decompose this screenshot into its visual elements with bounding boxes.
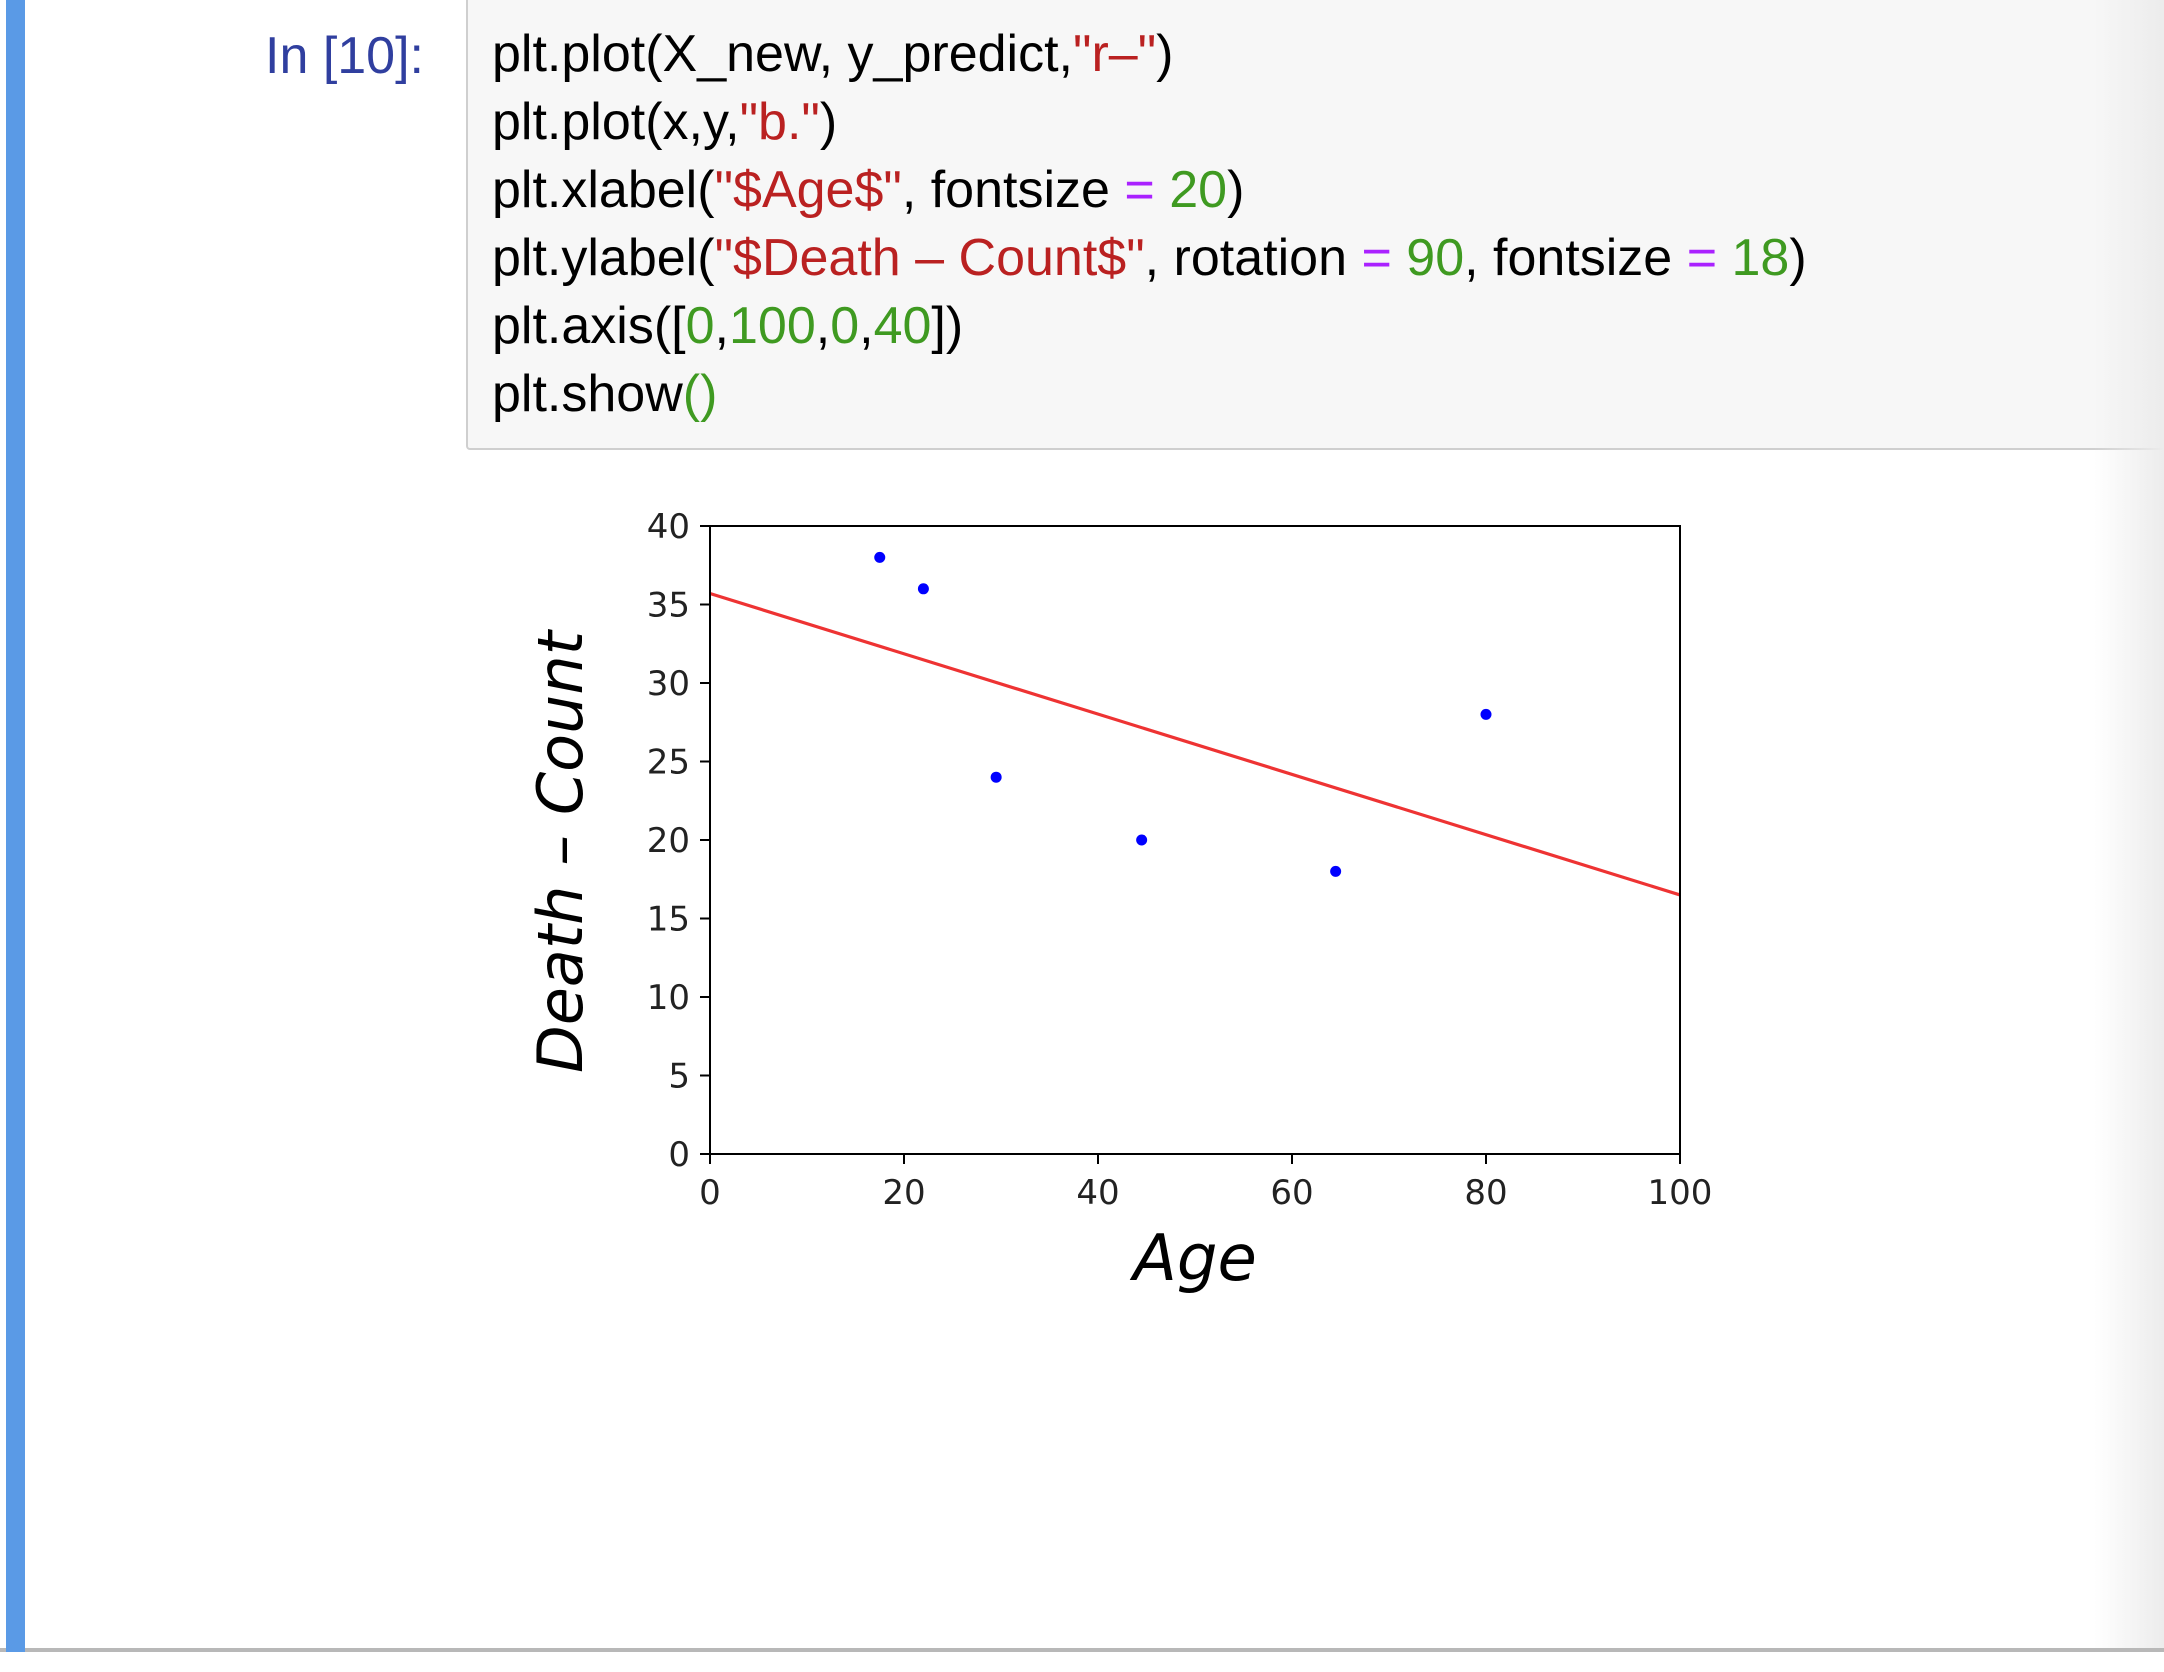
- code-token: plt.show: [492, 365, 683, 423]
- code-token: , rotation: [1144, 229, 1362, 287]
- code-token: 0: [685, 297, 715, 355]
- code-token: "$Age$": [714, 161, 902, 219]
- x-axis-label: Age: [1129, 1222, 1257, 1296]
- code-token: ,: [815, 297, 831, 355]
- y-tick-label: 20: [647, 821, 690, 861]
- data-point: [990, 771, 1002, 783]
- code-token: "$Death – Count$": [714, 229, 1145, 287]
- code-content[interactable]: plt.plot(X_new, y_predict,"r–") plt.plot(…: [492, 20, 1807, 428]
- code-token: [1155, 161, 1169, 219]
- code-token: =: [1124, 161, 1155, 219]
- code-token: ,: [859, 297, 874, 355]
- data-point: [1480, 708, 1492, 720]
- x-tick-label: 60: [1270, 1173, 1313, 1213]
- code-token: plt.plot(X_new, y_predict,: [492, 25, 1073, 83]
- code-line[interactable]: plt.axis([0,100,0,40]): [492, 292, 1807, 360]
- code-token: =: [1686, 229, 1718, 287]
- y-axis-label: Death – Count: [524, 628, 597, 1073]
- regression-line: [709, 591, 1681, 897]
- code-token: (): [682, 365, 718, 423]
- code-token: ]): [931, 297, 964, 355]
- data-point: [917, 583, 929, 595]
- code-token: "r–": [1073, 25, 1157, 83]
- plot-area: [710, 526, 1680, 1154]
- x-tick-label: 20: [882, 1173, 925, 1213]
- code-line[interactable]: plt.plot(x,y,"b."): [492, 88, 1807, 156]
- code-token: ): [1156, 25, 1174, 83]
- code-token: ): [1227, 161, 1245, 219]
- y-tick-label: 15: [647, 900, 690, 940]
- x-tick-label: 100: [1648, 1173, 1713, 1213]
- code-token: plt.ylabel(: [492, 229, 715, 287]
- y-tick-label: 40: [647, 507, 690, 547]
- data-point: [1330, 865, 1342, 877]
- x-tick-label: 40: [1076, 1173, 1119, 1213]
- code-token: 20: [1169, 161, 1228, 219]
- output-area: 0 20 40 60 80 100 0 5 10 15 20 25 30 35 40 Age Death – C…: [466, 450, 2164, 1646]
- code-token: 100: [728, 297, 816, 355]
- code-token: [1717, 229, 1731, 287]
- code-token: plt.axis([: [492, 297, 686, 355]
- code-token: "b.": [739, 93, 820, 151]
- x-tick-label: 0: [699, 1173, 721, 1213]
- code-line[interactable]: plt.show(): [492, 360, 1807, 428]
- y-tick-label: 10: [647, 978, 690, 1018]
- code-token: 40: [873, 297, 932, 355]
- code-line[interactable]: plt.xlabel("$Age$", fontsize = 20): [492, 156, 1807, 224]
- y-tick-label: 35: [647, 586, 690, 626]
- y-tick-label: 30: [647, 664, 690, 704]
- code-token: =: [1361, 229, 1392, 287]
- code-token: 90: [1406, 229, 1465, 287]
- code-token: plt.plot(x,y,: [492, 93, 740, 151]
- y-tick-label: 25: [647, 743, 690, 783]
- code-token: ): [819, 93, 838, 151]
- code-token: 18: [1731, 229, 1790, 287]
- code-token: ,: [714, 297, 729, 355]
- code-line[interactable]: plt.plot(X_new, y_predict,"r–"): [492, 20, 1807, 88]
- x-tick-label: 80: [1464, 1173, 1507, 1213]
- right-edge-shadow: [2094, 0, 2164, 1648]
- cell-selection-bar[interactable]: [6, 0, 25, 1652]
- code-token: 0: [830, 297, 860, 355]
- input-prompt: In [10]:: [265, 27, 424, 85]
- data-point: [1136, 834, 1148, 846]
- y-tick-label: 0: [668, 1135, 690, 1175]
- code-token: plt.xlabel(: [492, 161, 715, 219]
- code-token: ): [1789, 229, 1807, 287]
- code-token: , fontsize: [901, 161, 1125, 219]
- code-token: [1392, 229, 1406, 287]
- code-token: , fontsize: [1464, 229, 1687, 287]
- data-point: [874, 551, 886, 563]
- code-line[interactable]: plt.ylabel("$Death – Count$", rotation =…: [492, 224, 1807, 292]
- code-editor[interactable]: plt.plot(X_new, y_predict,"r–") plt.plot(…: [466, 0, 2164, 450]
- y-tick-label: 5: [668, 1057, 690, 1097]
